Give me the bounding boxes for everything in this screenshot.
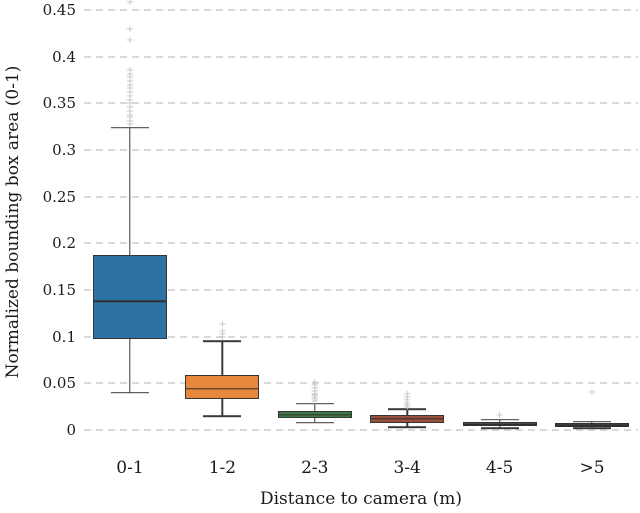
whisker-cap-bottom <box>480 427 519 429</box>
outlier-marker: + <box>125 72 135 84</box>
y-tick-label: 0.05 <box>42 374 76 393</box>
y-tick-label: 0.1 <box>52 327 76 346</box>
x-tick-label: 3-4 <box>393 458 421 478</box>
outlier-marker: + <box>310 380 319 392</box>
whisker-cap-top <box>295 403 334 405</box>
outlier-marker: + <box>125 94 135 106</box>
gridline <box>84 55 638 58</box>
y-tick-label: 0.45 <box>42 1 76 20</box>
outlier-marker: + <box>310 388 319 400</box>
whisker-cap-top <box>111 126 149 129</box>
median-line <box>186 388 259 390</box>
median-line <box>463 423 536 426</box>
box <box>93 254 167 339</box>
y-tick-label: 0.4 <box>52 47 76 66</box>
outlier-marker: + <box>125 75 135 87</box>
outlier-marker: + <box>402 392 412 404</box>
outlier-marker: + <box>125 105 135 117</box>
outlier-marker: + <box>402 401 412 413</box>
gridline <box>84 102 638 105</box>
outlier-marker: + <box>218 326 227 338</box>
outlier-marker: + <box>310 377 319 389</box>
outlier-marker: + <box>218 331 227 343</box>
whisker-cap-top <box>203 340 242 343</box>
whisker-cap-bottom <box>111 391 149 394</box>
outlier-marker: + <box>125 83 135 95</box>
outlier-marker: + <box>587 386 597 398</box>
whisker-cap-bottom <box>203 415 242 417</box>
outlier-marker: + <box>125 23 135 35</box>
outlier-marker: + <box>495 410 504 421</box>
box <box>185 374 260 400</box>
outlier-marker: + <box>402 399 412 411</box>
x-tick-label: 4-5 <box>485 458 514 478</box>
median-line <box>556 424 628 427</box>
outlier-marker: + <box>402 397 412 409</box>
outlier-marker: + <box>310 385 319 397</box>
whisker-cap-bottom <box>295 421 334 424</box>
whisker-cap-bottom <box>388 426 427 428</box>
median-line <box>371 418 444 420</box>
y-tick-label: 0.2 <box>52 234 76 253</box>
y-tick-label: 0.15 <box>42 281 76 300</box>
y-tick-label: 0.35 <box>42 94 76 113</box>
outlier-marker: + <box>218 318 227 330</box>
outlier-marker: + <box>402 395 412 407</box>
outlier-marker: + <box>125 34 135 46</box>
y-tick-label: 0.3 <box>52 141 76 160</box>
median-line <box>94 300 166 302</box>
x-tick-label: 0-1 <box>116 458 144 478</box>
outlier-marker: + <box>402 389 412 401</box>
outlier-marker: + <box>310 382 319 394</box>
gridline <box>84 242 638 245</box>
gridline <box>84 335 638 338</box>
outlier-marker: + <box>310 396 319 407</box>
y-tick-label: 0 <box>66 421 76 439</box>
outlier-marker: + <box>125 98 135 110</box>
outlier-marker: + <box>125 68 135 80</box>
gridline <box>84 429 638 431</box>
whisker-cap-bottom <box>573 427 611 429</box>
outlier-marker: + <box>125 109 135 121</box>
outlier-marker: + <box>125 112 135 124</box>
outlier-marker: + <box>125 64 135 76</box>
gridline <box>84 149 638 152</box>
whisker-cap-top <box>480 418 519 421</box>
outlier-marker: + <box>310 392 319 404</box>
outlier-marker: + <box>125 116 135 128</box>
whisker-cap-top <box>388 408 427 411</box>
gridline <box>84 382 638 385</box>
y-tick-label: 0.25 <box>42 187 76 206</box>
outlier-marker: + <box>125 0 135 8</box>
outlier-marker: + <box>218 328 227 340</box>
outlier-marker: + <box>125 90 135 102</box>
outlier-marker: + <box>125 87 135 99</box>
x-tick-label: 1-2 <box>208 458 237 478</box>
outlier-marker: + <box>125 118 135 130</box>
outlier-marker: + <box>125 79 135 91</box>
outlier-marker: + <box>310 394 319 406</box>
x-axis-label: Distance to camera (m) <box>259 489 463 509</box>
outlier-marker: + <box>125 102 135 114</box>
gridline <box>84 195 638 198</box>
gridline <box>84 9 638 12</box>
x-tick-label: 2-3 <box>301 458 329 478</box>
x-tick-label: >5 <box>579 458 605 478</box>
whisker-cap-top <box>573 420 611 423</box>
median-line <box>278 414 351 416</box>
outlier-marker: + <box>310 390 319 402</box>
gridline <box>84 289 638 292</box>
